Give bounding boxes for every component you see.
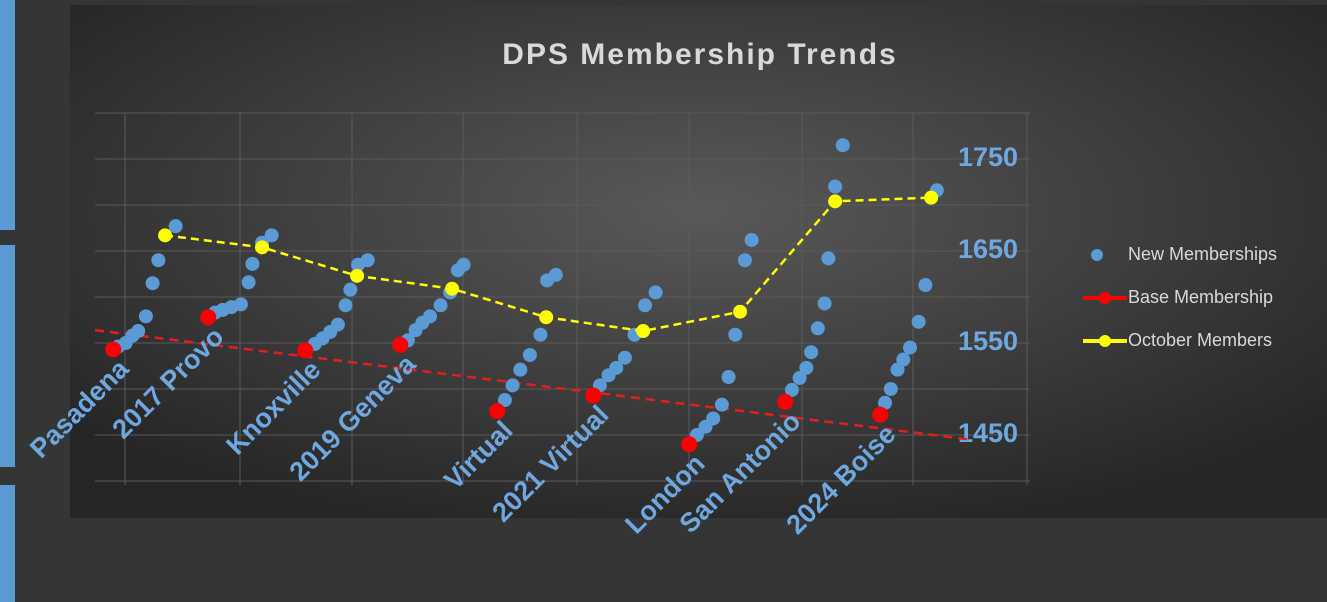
base-point (105, 341, 122, 358)
base-point (585, 387, 602, 404)
new-membership-point (456, 257, 471, 272)
y-tick-label: 1750 (958, 142, 1018, 172)
base-point (297, 342, 314, 359)
legend-label: New Memberships (1128, 244, 1277, 264)
frame-edge (0, 245, 15, 467)
new-membership-point (728, 327, 743, 342)
new-membership-point (264, 228, 279, 243)
legend-label: Base Membership (1128, 287, 1273, 307)
legend-label: October Members (1128, 330, 1272, 350)
frame-edge (0, 485, 15, 602)
base-point (777, 393, 794, 410)
october-point (158, 228, 173, 243)
new-membership-point (896, 352, 911, 367)
new-membership-point (810, 321, 825, 336)
new-membership-point (648, 285, 663, 300)
new-membership-point (804, 345, 819, 360)
legend-item: New Memberships (1091, 244, 1277, 264)
october-point (350, 268, 365, 283)
october-point (636, 324, 651, 339)
new-membership-point (714, 397, 729, 412)
legend-marker (1091, 249, 1103, 261)
new-membership-point (792, 370, 807, 385)
new-membership-point (918, 278, 933, 293)
new-membership-point (343, 282, 358, 297)
new-membership-point (828, 179, 843, 194)
new-membership-point (638, 298, 653, 313)
vertical-grid (124, 113, 1028, 485)
base-point (872, 406, 889, 423)
new-membership-point (131, 324, 146, 339)
new-membership-point (168, 219, 183, 234)
new-membership-point (821, 251, 836, 266)
legend-marker (1099, 292, 1111, 304)
new-membership-point (433, 298, 448, 313)
new-membership-point (903, 340, 918, 355)
base-point (200, 309, 217, 326)
y-tick-label: 1650 (958, 234, 1018, 264)
new-membership-point (497, 393, 512, 408)
chart-title: DPS Membership Trends (502, 38, 897, 71)
y-tick-label: 1450 (958, 418, 1018, 448)
base-point (681, 436, 698, 453)
october-point (445, 281, 460, 296)
new-membership-point (245, 256, 260, 271)
legend-item: Base Membership (1083, 287, 1273, 307)
new-membership-point (533, 327, 548, 342)
new-membership-point (883, 382, 898, 396)
new-membership-point (548, 267, 563, 282)
new-membership-point (817, 296, 832, 311)
new-membership-point (878, 395, 893, 410)
frame-edge (0, 0, 15, 230)
october-point (255, 240, 270, 255)
base-point (489, 403, 506, 420)
new-membership-point (835, 138, 850, 153)
new-membership-point (505, 378, 520, 393)
new-membership-point (617, 350, 632, 365)
legend-marker (1099, 335, 1111, 347)
october-point (539, 310, 554, 325)
new-membership-point (721, 370, 736, 385)
base-point (392, 336, 409, 353)
new-membership-point (233, 297, 248, 312)
october-point (828, 194, 843, 209)
new-membership-point (522, 347, 537, 362)
october-point (924, 190, 939, 205)
new-membership-point (609, 360, 624, 375)
october-point (733, 304, 748, 319)
new-membership-point (241, 275, 256, 290)
new-membership-point (784, 382, 799, 397)
new-membership-point (151, 253, 166, 268)
new-membership-point (423, 309, 438, 324)
new-membership-point (706, 411, 721, 426)
new-membership-point (744, 232, 759, 247)
new-membership-point (138, 309, 153, 324)
new-membership-point (338, 298, 353, 313)
trendline (94, 328, 971, 441)
new-membership-point (911, 314, 926, 329)
y-tick-label: 1550 (958, 326, 1018, 356)
new-membership-point (145, 276, 160, 291)
legend-item: October Members (1083, 330, 1272, 350)
new-membership-point (737, 253, 752, 268)
new-membership-point (513, 362, 528, 377)
new-membership-point (360, 253, 375, 268)
new-membership-point (330, 317, 345, 332)
new-membership-point (799, 360, 814, 375)
